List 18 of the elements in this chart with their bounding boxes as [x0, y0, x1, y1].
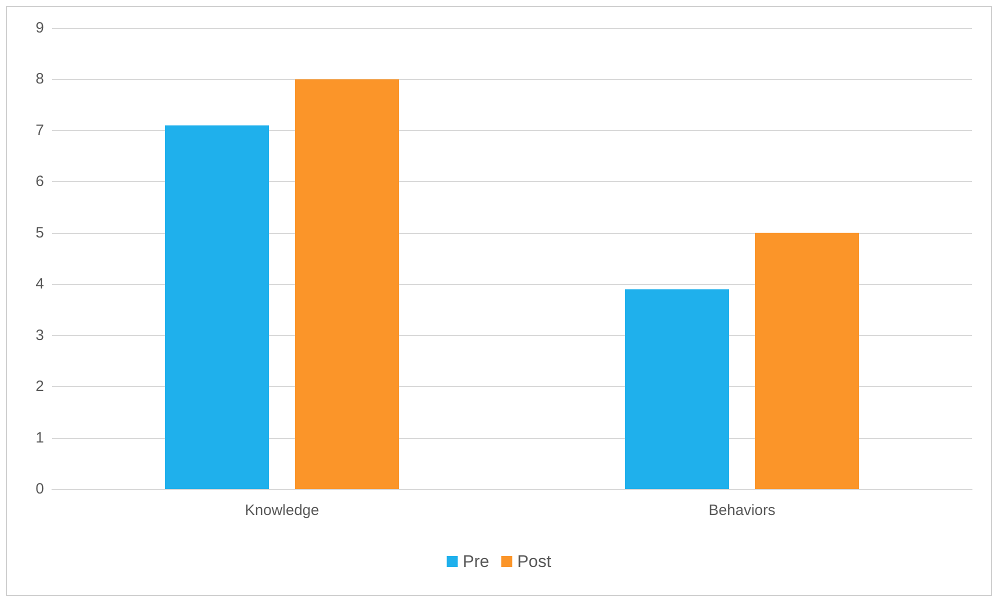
legend-label: Post: [517, 552, 552, 571]
y-tick-label: 3: [36, 326, 44, 344]
y-tick-label: 9: [36, 20, 44, 36]
x-tick-label: Knowledge: [244, 502, 320, 519]
bar: [625, 289, 729, 489]
legend-label: Pre: [462, 552, 490, 571]
bar: [165, 125, 269, 489]
x-tick-label: Behaviors: [708, 502, 776, 519]
bar: [295, 79, 399, 489]
y-tick-label: 7: [36, 122, 44, 139]
y-tick-label: 1: [36, 429, 44, 446]
bar: [755, 232, 859, 489]
y-tick-label: 0: [36, 480, 44, 498]
y-tick-label: 5: [36, 224, 44, 242]
y-tick-label: 6: [36, 173, 44, 190]
y-tick-label: 2: [36, 378, 44, 396]
y-tick-label: 4: [36, 276, 44, 293]
y-tick-label: 8: [36, 70, 44, 88]
